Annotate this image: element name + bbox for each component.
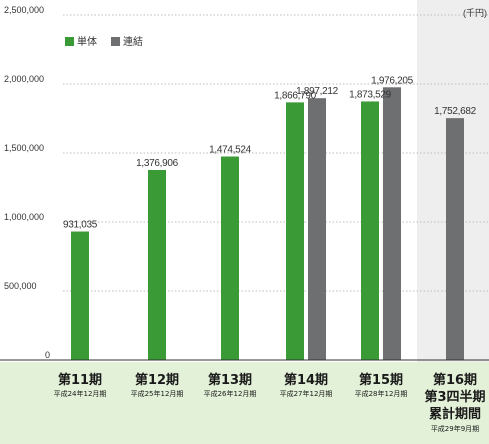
data-label: 1,474,524 [209, 145, 252, 156]
data-label: 1,866,790 [274, 90, 317, 101]
category-label: 第11期 [58, 372, 102, 388]
legend-swatch [65, 37, 74, 46]
category-sublabel: 平成28年12月期 [355, 389, 408, 398]
gridlines [63, 14, 489, 292]
y-axis-ticks: 0 500,000 1,000,000 1,500,000 2,000,000 2,500… [4, 5, 50, 360]
bar [446, 118, 464, 360]
bar [308, 98, 326, 360]
data-labels: 931,035 1,376,906 1,474,524 1,866,7901,897,… [63, 75, 477, 230]
category-sublabel: 平成25年12月期 [131, 389, 184, 398]
y-tick-label: 500,000 [4, 281, 37, 291]
bar [221, 156, 239, 360]
category-label: 第13期 [208, 372, 252, 388]
category-sublabel: 平成26年12月期 [204, 389, 257, 398]
bar [148, 169, 166, 360]
category-sublabel: 平成24年12月期 [54, 389, 107, 398]
data-label: 931,035 [63, 220, 98, 231]
y-tick-label: 2,000,000 [4, 74, 44, 84]
data-label: 1,376,906 [136, 158, 179, 169]
category-label: 第12期 [135, 372, 179, 388]
bar [361, 101, 379, 360]
unit-label: (千円) [463, 8, 487, 18]
category-sublabel: 第3四半期 [424, 389, 485, 405]
bar [71, 231, 89, 360]
legend: 単体 連結 [65, 35, 143, 48]
data-label: 1,873,529 [349, 89, 392, 100]
data-label: 1,897,212 [296, 86, 339, 97]
bar [286, 102, 304, 360]
bars [71, 87, 464, 361]
category-sublabel: 平成29年9月期 [431, 424, 479, 433]
category-label: 第16期 [433, 372, 477, 388]
category-sublabel: 累計期間 [429, 406, 481, 422]
y-tick-label: 0 [45, 350, 50, 360]
y-tick-label: 2,500,000 [4, 5, 44, 15]
legend-swatch [111, 37, 120, 46]
category-label: 第15期 [359, 372, 403, 388]
category-sublabel: 平成27年12月期 [280, 389, 333, 398]
legend-label: 単体 [77, 35, 97, 48]
data-label: 1,752,682 [434, 106, 477, 117]
y-tick-label: 1,000,000 [4, 212, 44, 222]
category-label: 第14期 [284, 372, 328, 388]
y-tick-label: 1,500,000 [4, 143, 44, 153]
category-band [0, 362, 489, 444]
data-label: 1,976,205 [371, 75, 414, 86]
legend-label: 連結 [123, 35, 143, 48]
bar [383, 87, 401, 361]
